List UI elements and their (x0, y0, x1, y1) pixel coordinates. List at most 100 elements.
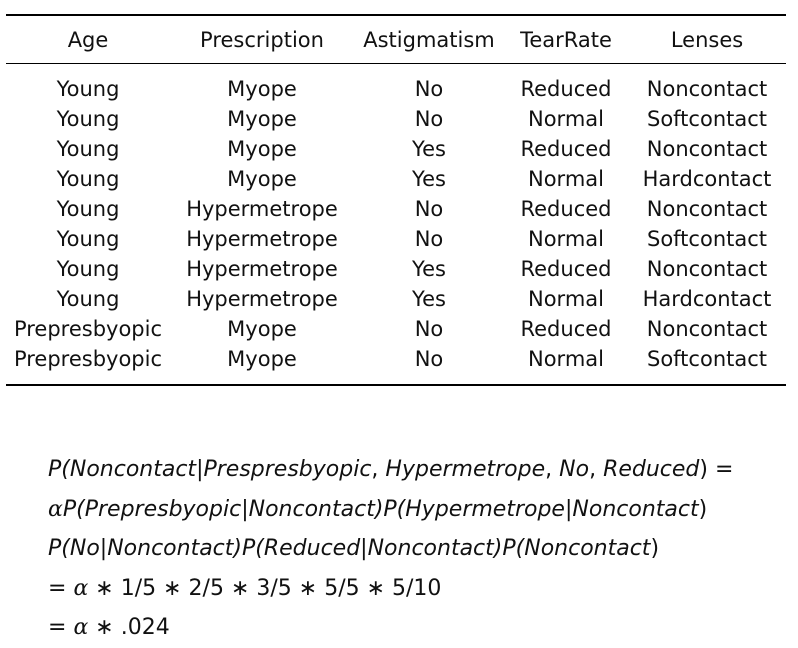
cell-lenses: Noncontact (646, 197, 768, 221)
cell-astigmatism: Yes (412, 167, 446, 191)
table-row: Young Myope No Reduced Noncontact (6, 64, 786, 105)
cell-prescription: Myope (227, 347, 297, 371)
formula-text: , (371, 457, 386, 482)
table-row: Young Hypermetrope Yes Reduced Noncontact (6, 254, 786, 284)
formula-text: Noncontact (524, 536, 651, 561)
cell-astigmatism: No (414, 77, 444, 101)
table-row: Young Hypermetrope No Reduced Noncontact (6, 194, 786, 224)
header-row: Age Prescription Astigmatism TearRate Le… (6, 15, 786, 64)
naive-bayes-formula: P(Noncontact|Prespresbyopic, Hypermetrop… (48, 450, 733, 648)
cell-age: Young (56, 227, 120, 251)
table-row: Young Hypermetrope No Normal Softcontact (6, 224, 786, 254)
cell-lenses: Hardcontact (642, 287, 772, 311)
lenses-table: Age Prescription Astigmatism TearRate Le… (6, 14, 786, 386)
formula-text: | (360, 536, 368, 561)
formula-text: = (48, 615, 74, 640)
formula-text: Reduced (263, 536, 361, 561)
formula-text: No (69, 536, 100, 561)
cell-tearrate: Normal (528, 347, 604, 371)
cell-lenses: Hardcontact (642, 167, 772, 191)
table-row: Prepresbyopic Myope No Reduced Noncontact (6, 314, 786, 344)
cell-tearrate: Reduced (520, 77, 612, 101)
cell-tearrate: Reduced (520, 257, 612, 281)
table-body: Young Myope No Reduced Noncontact Young Myope N… (6, 64, 786, 385)
formula-text: ) (650, 536, 660, 561)
cell-tearrate: Normal (528, 227, 604, 251)
cell-prescription: Myope (227, 107, 297, 131)
formula-text: ∗ .024 (88, 615, 170, 640)
table-row: Young Hypermetrope Yes Normal Hardcontact (6, 284, 786, 314)
formula-text: = (48, 575, 74, 601)
formula-text: Noncontact (367, 536, 494, 561)
cell-tearrate: Normal (528, 107, 604, 131)
cell-astigmatism: No (414, 227, 444, 251)
cell-astigmatism: Yes (412, 137, 446, 161)
cell-prescription: Hypermetrope (186, 287, 338, 311)
table-row: Young Myope Yes Reduced Noncontact (6, 134, 786, 164)
header-age: Age (67, 27, 109, 52)
formula-text: ∗ 1/5 ∗ 2/5 ∗ 3/5 ∗ 5/5 ∗ 5/10 (88, 575, 442, 601)
formula-text: ) (698, 496, 708, 522)
cell-age: Young (56, 257, 120, 281)
formula-line-1: P(Noncontact|Prespresbyopic, Hypermetrop… (48, 450, 733, 490)
cell-lenses: Softcontact (646, 107, 768, 131)
alpha-symbol: α (73, 575, 89, 601)
cell-age: Young (56, 77, 120, 101)
cell-prescription: Myope (227, 167, 297, 191)
formula-text: Noncontact (572, 496, 699, 522)
header-prescription: Prescription (200, 27, 324, 52)
cell-age: Prepresbyopic (13, 347, 163, 371)
formula-line-3: P(No|Noncontact)P(Reduced|Noncontact)P(N… (48, 529, 733, 569)
formula-text: | (99, 536, 108, 561)
formula-text: P( (62, 496, 85, 522)
formula-text: Reduced (603, 457, 700, 482)
formula-text: Hypermetrope (405, 496, 565, 522)
cell-age: Young (56, 137, 120, 161)
cell-tearrate: Normal (528, 167, 604, 191)
cell-age: Young (56, 197, 120, 221)
cell-age: Prepresbyopic (13, 317, 163, 341)
formula-text: )P( (233, 536, 264, 561)
cell-prescription: Hypermetrope (186, 257, 338, 281)
formula-text: P( (48, 457, 70, 482)
cell-astigmatism: No (414, 317, 444, 341)
cell-prescription: Myope (227, 317, 297, 341)
formula-text: Prepresbyopic (84, 496, 242, 522)
table-header: Age Prescription Astigmatism TearRate Le… (6, 15, 786, 64)
alpha-symbol: α (48, 496, 63, 522)
table-row: Prepresbyopic Myope No Normal Softcontact (6, 344, 786, 385)
formula-text: | (564, 496, 573, 522)
formula-line-4: = α ∗ 1/5 ∗ 2/5 ∗ 3/5 ∗ 5/5 ∗ 5/10 (48, 569, 733, 609)
cell-prescription: Hypermetrope (186, 197, 338, 221)
formula-text: Hypermetrope (385, 457, 546, 482)
cell-astigmatism: Yes (412, 257, 446, 281)
cell-prescription: Myope (227, 77, 297, 101)
cell-prescription: Myope (227, 137, 297, 161)
cell-lenses: Noncontact (646, 257, 768, 281)
formula-text: , (589, 457, 604, 482)
formula-text: P( (48, 536, 70, 561)
table-row: Young Myope No Normal Softcontact (6, 104, 786, 134)
cell-lenses: Softcontact (646, 227, 768, 251)
cell-lenses: Noncontact (646, 137, 768, 161)
cell-age: Young (56, 167, 120, 191)
formula-line-5: = α ∗ .024 (48, 608, 733, 648)
cell-tearrate: Reduced (520, 197, 612, 221)
cell-astigmatism: No (414, 197, 444, 221)
cell-prescription: Hypermetrope (186, 227, 338, 251)
formula-text: Prespresbyopic (203, 457, 372, 482)
cell-age: Young (56, 107, 120, 131)
formula-text: Noncontact (248, 496, 375, 522)
table-row: Young Myope Yes Normal Hardcontact (6, 164, 786, 194)
cell-lenses: Softcontact (646, 347, 768, 371)
cell-astigmatism: Yes (412, 287, 446, 311)
formula-text: | (196, 457, 204, 482)
cell-tearrate: Normal (528, 287, 604, 311)
header-tearrate: TearRate (520, 27, 612, 52)
formula-text: ) = (699, 457, 734, 482)
formula-text: )P( (493, 536, 525, 561)
formula-text: | (241, 496, 249, 522)
lenses-table-container: Age Prescription Astigmatism TearRate Le… (6, 14, 786, 386)
cell-astigmatism: No (414, 107, 444, 131)
formula-text: Noncontact (69, 457, 197, 482)
